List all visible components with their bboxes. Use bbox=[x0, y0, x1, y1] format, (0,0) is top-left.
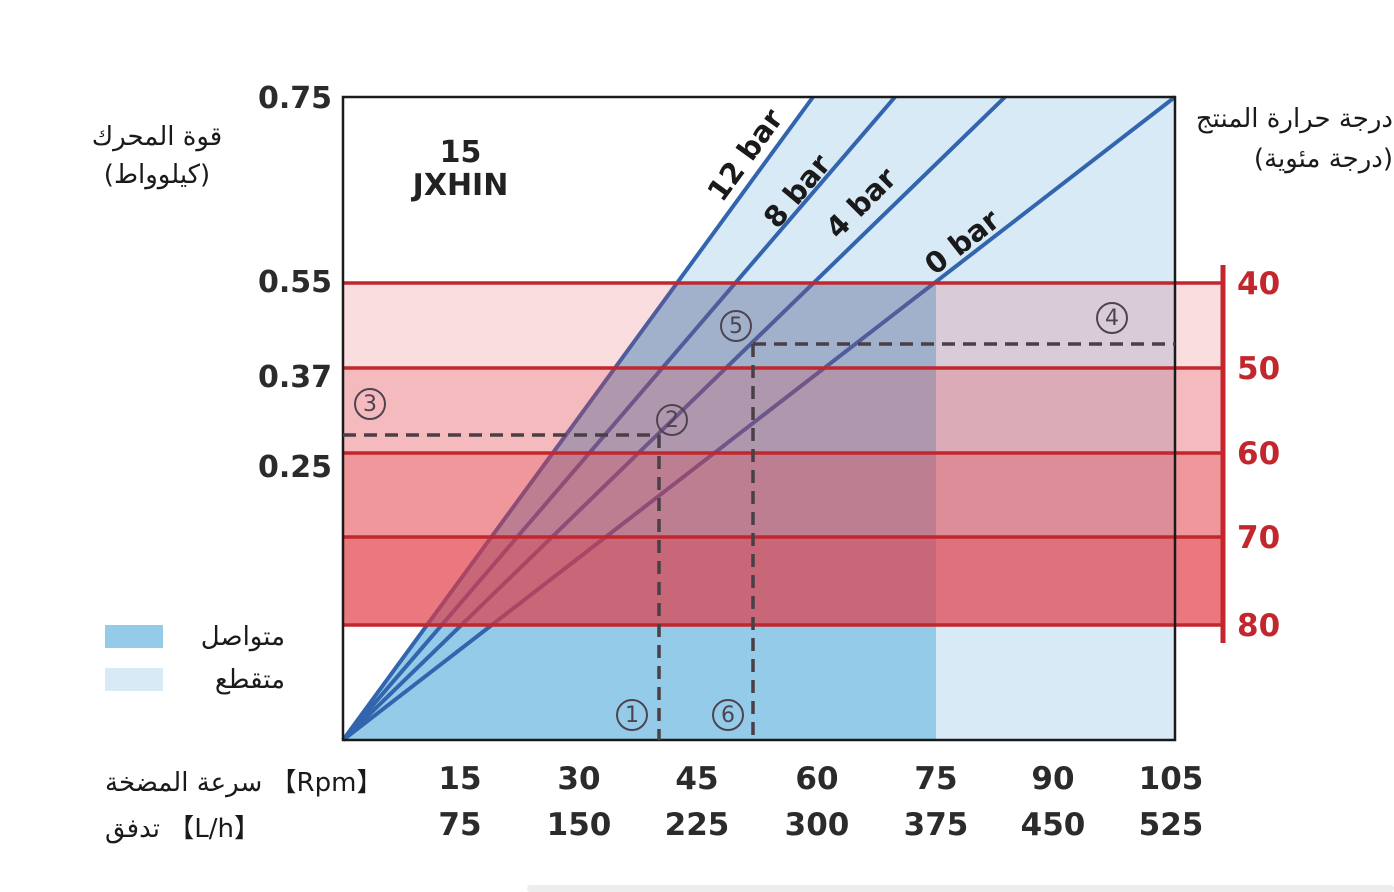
rpm-tick-45: 45 bbox=[675, 761, 719, 797]
temp-tick-40: 40 bbox=[1237, 266, 1281, 302]
ref-marker-4: 4 bbox=[1096, 302, 1128, 334]
curve-12bar bbox=[341, 95, 815, 742]
flow-tick-375: 375 bbox=[903, 807, 969, 843]
plot-frame bbox=[341, 95, 1177, 742]
kw-tick-055: 0.55 bbox=[257, 265, 332, 300]
kw-tick-075: 0.75 bbox=[257, 81, 332, 116]
temp-tick-80: 80 bbox=[1237, 608, 1281, 644]
ref-marker-2: 2 bbox=[656, 404, 688, 436]
chart-title: 15 JXHIN bbox=[378, 136, 543, 202]
temp-band-70-80 bbox=[343, 537, 1223, 625]
rpm-axis-label: سرعة المضخة 【Rpm】 bbox=[105, 768, 383, 798]
left-axis-label-line1: قوة المحرك bbox=[91, 122, 223, 152]
temp-band-40-50 bbox=[343, 283, 1223, 368]
rpm-tick-75: 75 bbox=[914, 761, 958, 797]
temp-band-60-70 bbox=[343, 453, 1223, 537]
temp-tick-60: 60 bbox=[1237, 436, 1281, 472]
right-axis-label-line1: درجة حرارة المنتج bbox=[1195, 104, 1393, 134]
curve-0bar bbox=[341, 95, 1177, 742]
legend-label-intermittent: متقطع bbox=[214, 665, 285, 695]
rpm-tick-60: 60 bbox=[795, 761, 839, 797]
rpm-tick-15: 15 bbox=[438, 761, 482, 797]
flow-tick-150: 150 bbox=[546, 807, 612, 843]
right-axis-label: درجة حرارة المنتج (درجة مئوية) bbox=[1183, 99, 1393, 179]
curve-8bar bbox=[341, 95, 897, 742]
flow-tick-300: 300 bbox=[784, 807, 850, 843]
flow-tick-450: 450 bbox=[1020, 807, 1086, 843]
chart-title-brand: JXHIN bbox=[412, 168, 509, 203]
left-axis-label-line2: (كيلوواط) bbox=[103, 160, 211, 190]
flow-axis-label: تدفق 【L/h】 bbox=[105, 814, 260, 844]
flow-tick-525: 525 bbox=[1138, 807, 1204, 843]
kw-tick-037: 0.37 bbox=[257, 360, 332, 395]
left-axis-label: قوة المحرك (كيلوواط) bbox=[58, 118, 256, 194]
ref-marker-6: 6 bbox=[712, 699, 744, 731]
temp-tick-70: 70 bbox=[1237, 520, 1281, 556]
ref-marker-5: 5 bbox=[720, 310, 752, 342]
temp-tick-50: 50 bbox=[1237, 351, 1281, 387]
rpm-tick-90: 90 bbox=[1031, 761, 1075, 797]
legend-swatch-continuous bbox=[105, 625, 163, 648]
flow-tick-225: 225 bbox=[664, 807, 730, 843]
legend-swatch-intermittent bbox=[105, 668, 163, 691]
right-axis-label-line2: (درجة مئوية) bbox=[1253, 144, 1393, 174]
rpm-tick-105: 105 bbox=[1138, 761, 1204, 797]
rpm-tick-30: 30 bbox=[557, 761, 601, 797]
chart-title-model: 15 bbox=[439, 135, 482, 170]
kw-tick-025: 0.25 bbox=[257, 450, 332, 485]
ref-marker-3: 3 bbox=[354, 388, 386, 420]
horizontal-scrollbar[interactable] bbox=[527, 885, 1394, 892]
temp-band-50-60 bbox=[343, 368, 1223, 453]
ref-marker-1: 1 bbox=[616, 699, 648, 731]
dashed-ref-40rpm bbox=[343, 433, 661, 740]
legend-label-continuous: متواصل bbox=[200, 622, 285, 652]
dashed-ref-52rpm bbox=[751, 342, 1175, 740]
flow-tick-75: 75 bbox=[438, 807, 482, 843]
